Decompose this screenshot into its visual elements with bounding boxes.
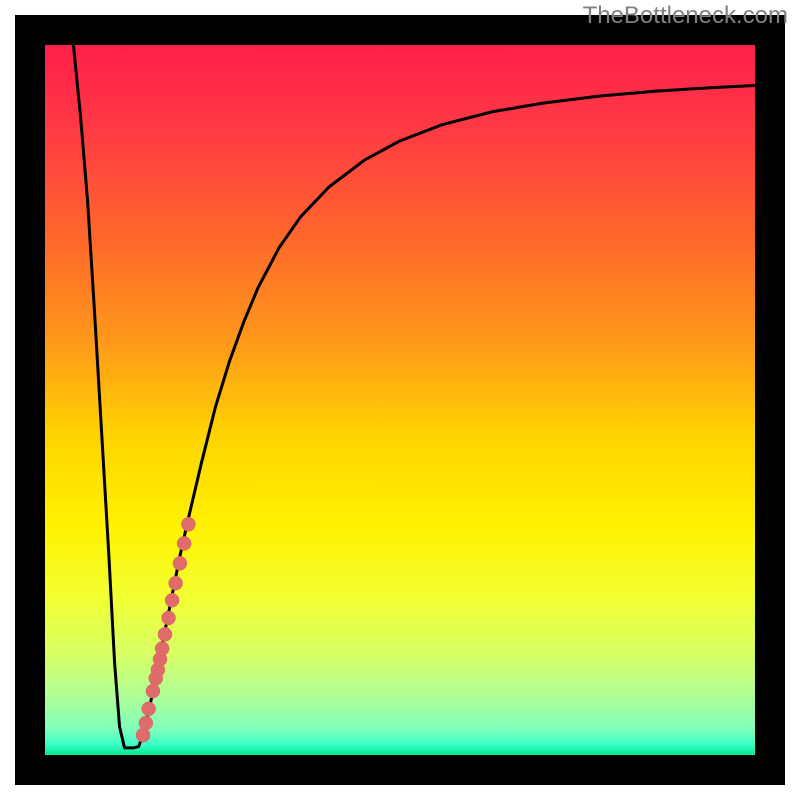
data-marker [162, 611, 176, 625]
data-marker [181, 517, 195, 531]
data-marker [173, 556, 187, 570]
data-marker [146, 684, 160, 698]
data-marker [165, 593, 179, 607]
bottleneck-chart: TheBottleneck.com [0, 0, 800, 800]
gradient-background [45, 45, 755, 755]
watermark-text: TheBottleneck.com [583, 2, 788, 30]
chart-canvas [0, 0, 800, 800]
data-marker [177, 536, 191, 550]
data-marker [155, 642, 169, 656]
data-marker [139, 716, 153, 730]
data-marker [169, 576, 183, 590]
data-marker [142, 702, 156, 716]
data-marker [136, 728, 150, 742]
data-marker [158, 627, 172, 641]
